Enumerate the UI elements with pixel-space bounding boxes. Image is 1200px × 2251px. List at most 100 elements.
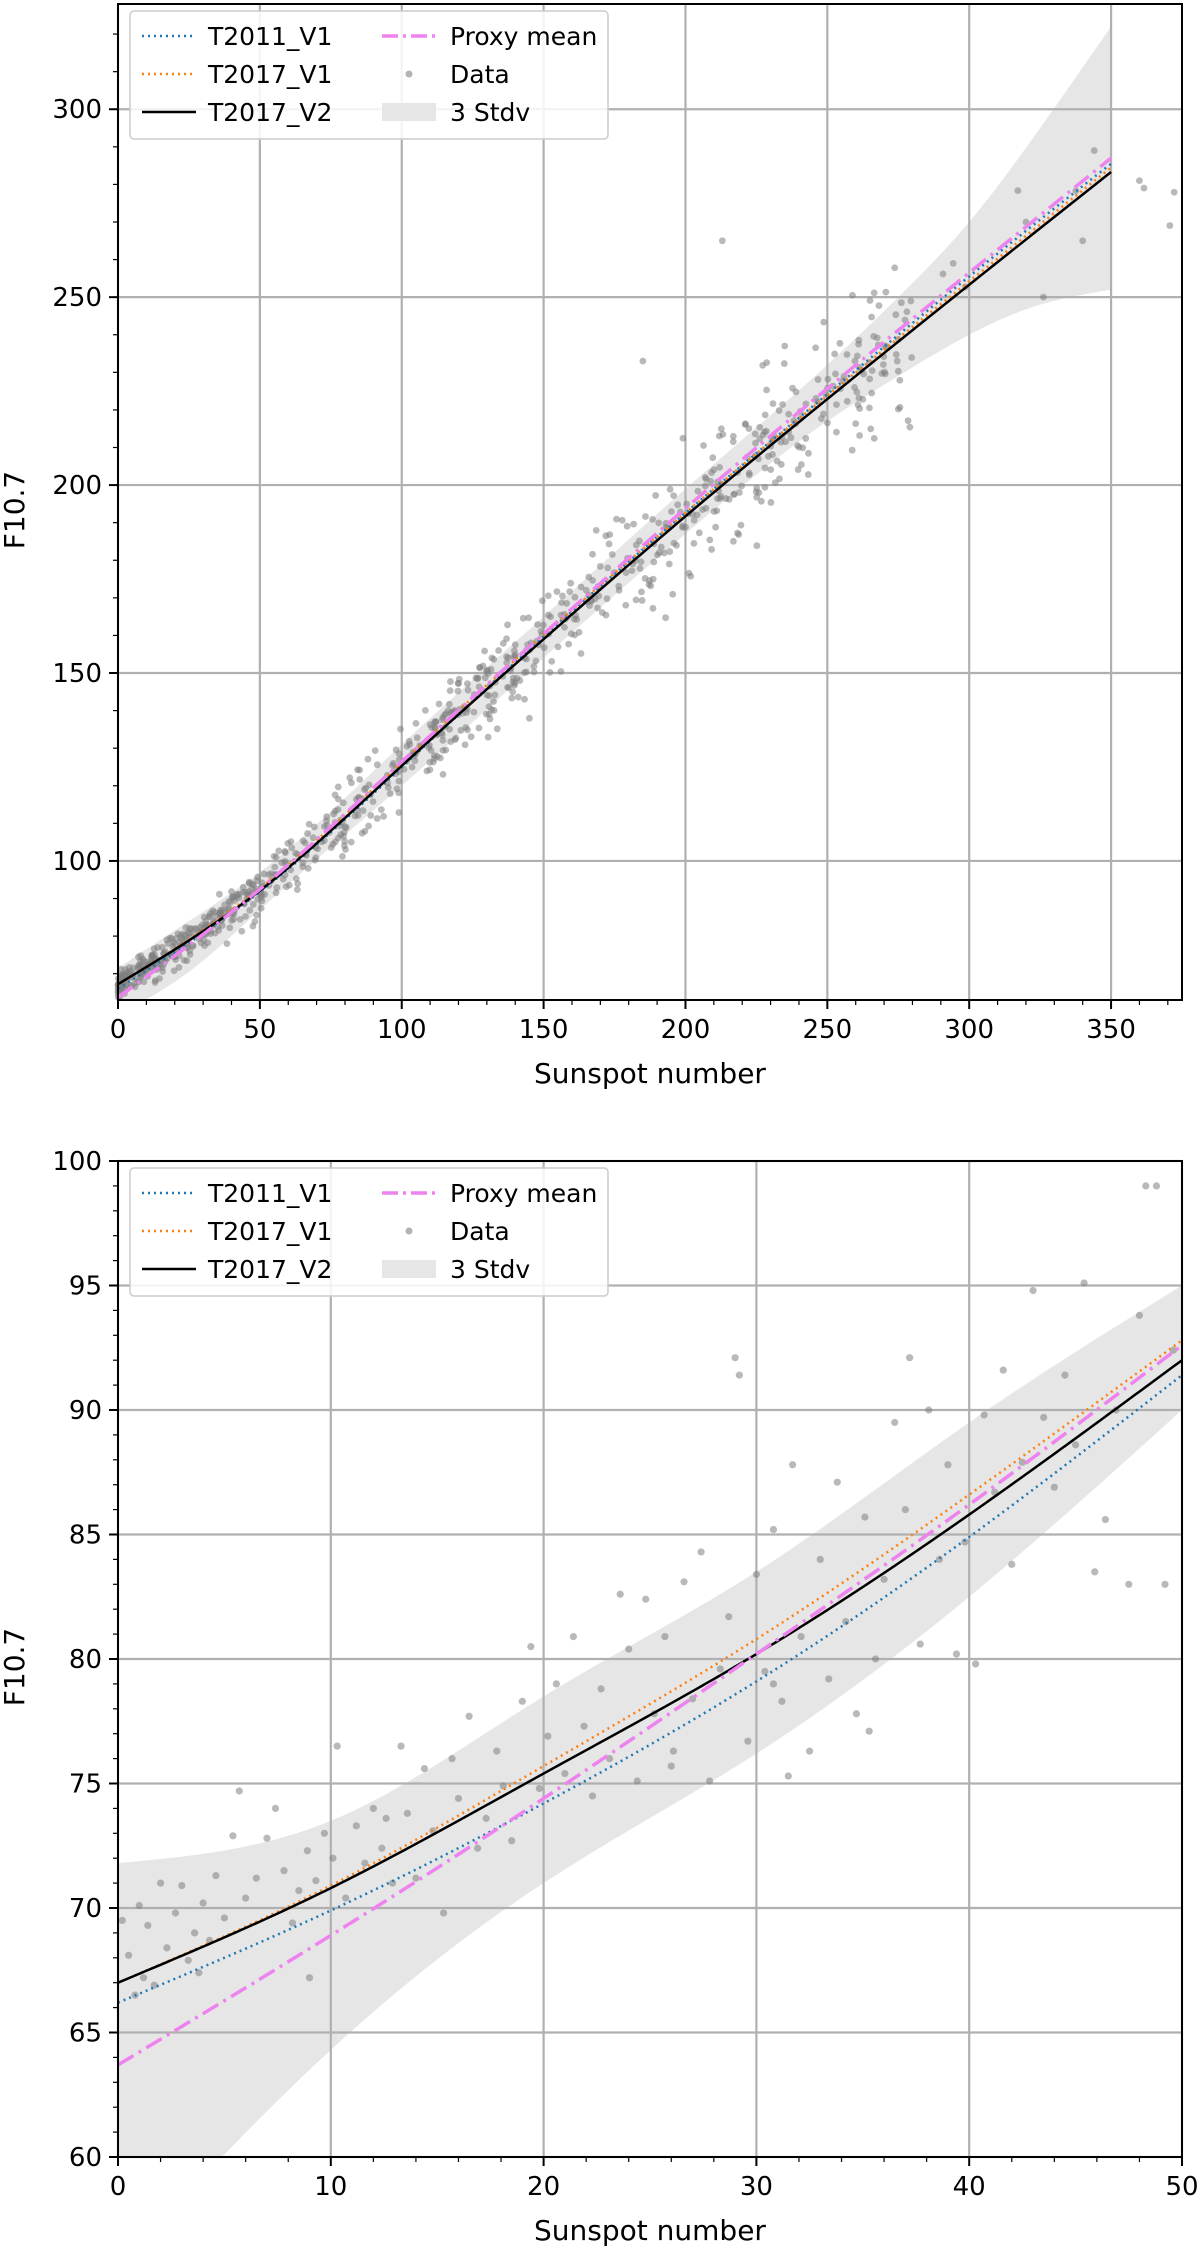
data-point — [258, 897, 266, 905]
data-point — [908, 354, 916, 361]
data-point — [408, 763, 416, 771]
data-point — [200, 913, 208, 921]
data-point — [843, 351, 851, 358]
data-point — [530, 668, 538, 676]
data-point — [868, 367, 876, 375]
data-point — [482, 1814, 490, 1822]
data-point — [365, 781, 373, 789]
data-point — [224, 905, 232, 913]
data-point — [824, 375, 832, 383]
data-point — [395, 789, 403, 797]
data-point — [526, 714, 533, 722]
data-point — [903, 308, 911, 316]
data-point — [638, 597, 646, 604]
data-point — [511, 679, 519, 687]
data-point — [144, 1921, 152, 1930]
data-point — [744, 1737, 752, 1745]
data-point — [249, 922, 257, 930]
data-point — [683, 500, 691, 508]
data-point — [799, 444, 807, 452]
data-point — [881, 368, 888, 376]
data-point — [527, 1642, 535, 1651]
data-point — [554, 643, 562, 651]
data-point — [511, 641, 519, 649]
data-point — [906, 1354, 914, 1362]
data-point — [544, 1732, 552, 1740]
data-point — [831, 350, 839, 358]
data-point — [1079, 237, 1087, 245]
data-point — [792, 388, 800, 396]
data-point — [364, 755, 372, 763]
data-point — [652, 492, 660, 499]
data-point — [288, 844, 296, 852]
data-point — [280, 1867, 288, 1875]
data-point — [434, 752, 441, 760]
data-point — [346, 774, 354, 782]
data-point — [589, 550, 596, 558]
bottom-legend: T2011_V1 T2017_V1 T2017_V2 Proxy mean Da… — [129, 1167, 609, 1297]
data-point — [1161, 1580, 1169, 1588]
data-point — [751, 430, 759, 438]
data-point — [649, 604, 657, 612]
data-point — [386, 790, 394, 798]
data-point — [715, 432, 723, 440]
data-point — [271, 1804, 280, 1812]
data-point — [235, 1787, 243, 1795]
data-point — [622, 569, 630, 576]
data-point — [716, 464, 724, 471]
data-point — [246, 906, 254, 914]
series-line-t2011-v1 — [117, 162, 1112, 990]
data-point — [1090, 147, 1098, 154]
data-point — [949, 259, 957, 267]
data-point — [709, 454, 717, 462]
data-point — [521, 695, 528, 703]
data-point — [373, 815, 381, 822]
data-point — [849, 291, 856, 299]
data-point — [1072, 1441, 1080, 1449]
top-legend: T2011_V1 T2017_V1 T2017_V2 Proxy mean Da… — [129, 10, 609, 140]
data-point — [690, 540, 698, 547]
data-point — [1136, 177, 1143, 185]
data-point — [553, 588, 561, 596]
data-point — [204, 939, 212, 947]
data-point — [833, 428, 840, 436]
data-point — [395, 809, 403, 816]
data-point — [154, 944, 161, 951]
legend-band-label: 3 Stdv — [450, 98, 530, 127]
data-point — [761, 483, 769, 491]
data-point — [540, 644, 548, 652]
data-point — [339, 799, 347, 807]
top-xtick-label: 0 — [110, 1015, 127, 1045]
data-point — [547, 613, 555, 621]
data-point — [304, 830, 311, 837]
data-point — [334, 795, 342, 803]
top-axes-frame — [117, 3, 1183, 1001]
data-point — [292, 875, 300, 883]
bottom-lines — [117, 1339, 1184, 2067]
data-point — [464, 680, 471, 688]
top-band-area — [118, 26, 1112, 1000]
data-point — [797, 1632, 805, 1641]
data-point — [565, 640, 573, 648]
bottom-legend-box — [129, 1167, 609, 1297]
data-point — [642, 1595, 650, 1603]
data-point — [707, 477, 715, 485]
data-point — [1061, 1371, 1069, 1379]
data-point — [802, 435, 810, 442]
data-point — [358, 829, 366, 837]
data-point — [303, 1847, 311, 1855]
data-point — [558, 599, 565, 606]
data-point — [778, 1697, 786, 1705]
data-point — [476, 664, 484, 672]
data-point — [171, 1909, 180, 1917]
data-point — [1135, 1311, 1144, 1319]
data-point — [756, 423, 764, 431]
data-point — [742, 420, 749, 428]
data-point — [588, 1792, 597, 1800]
data-point — [665, 560, 673, 568]
bottom-band-area — [118, 1285, 1182, 2157]
top-xtick-label: 300 — [944, 1015, 994, 1045]
legend-proxy-label: Proxy mean — [450, 22, 597, 51]
data-point — [423, 767, 431, 775]
data-point — [125, 964, 133, 971]
